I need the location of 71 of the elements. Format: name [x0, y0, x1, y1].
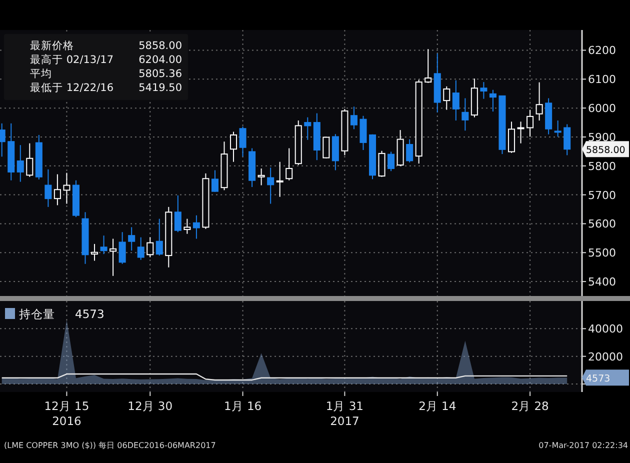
- candlestick: [239, 126, 246, 158]
- y-tick-label: 5500: [588, 246, 616, 260]
- candlestick: [211, 170, 218, 192]
- y-tick-label: 5700: [588, 188, 616, 202]
- candlestick: [267, 167, 274, 204]
- candlestick: [443, 86, 450, 110]
- candlestick: [526, 109, 534, 138]
- candlestick: [137, 236, 144, 260]
- candlestick: [156, 218, 163, 256]
- candlestick: [564, 124, 571, 156]
- text: 5858.00: [586, 145, 626, 156]
- candlestick: [332, 134, 339, 171]
- candlestick: [322, 136, 330, 159]
- candlestick: [184, 218, 191, 234]
- candlestick: [258, 168, 265, 186]
- candlestick: [100, 235, 108, 255]
- candlestick: [554, 120, 562, 138]
- candlestick: [276, 161, 284, 198]
- text: 最新价格: [30, 40, 74, 52]
- x-tick-label: 2月 28: [511, 399, 549, 413]
- y-tick-label: 6000: [588, 102, 616, 116]
- candlestick: [230, 131, 238, 162]
- y-tick-label: 6200: [588, 44, 616, 58]
- y-tick-label: 5600: [588, 218, 616, 231]
- candlestick: [146, 236, 154, 258]
- y-tick-label: 5800: [588, 160, 616, 173]
- candlestick: [388, 151, 395, 172]
- candlestick: [44, 168, 52, 208]
- text: 最低于 12/22/16 5419.50: [30, 82, 182, 94]
- candlestick: [286, 148, 293, 181]
- candlestick: [110, 238, 117, 276]
- candlestick: [63, 172, 70, 204]
- text: 4573: [586, 374, 610, 385]
- candlestick: [452, 80, 460, 121]
- candlestick: [128, 226, 136, 252]
- candlestick: [480, 82, 488, 100]
- candlestick: [192, 214, 200, 240]
- annotation: 4573: [75, 307, 104, 321]
- annotation: 5858.00: [138, 40, 182, 52]
- candlestick: [54, 174, 61, 206]
- text: (LME COPPER 3MO ($)) 每日 06DEC2016-06MAR2017: [4, 441, 216, 450]
- candlestick: [91, 243, 98, 262]
- candlestick: [16, 144, 24, 182]
- candlestick: [406, 138, 414, 163]
- y-tick-label: 6100: [588, 73, 616, 86]
- y-tick-label: 40000: [588, 322, 623, 336]
- text: 07-Mar-2017 02:22:34: [538, 441, 628, 450]
- candlestick: [304, 116, 312, 140]
- candlestick: [517, 121, 524, 144]
- candlestick: [360, 115, 367, 150]
- text: 平均 5805.36: [30, 68, 182, 80]
- candlestick: [489, 89, 496, 112]
- candlestick: [536, 82, 543, 121]
- candlestick: [424, 48, 432, 84]
- candlestick: [26, 142, 34, 178]
- candlestick: [378, 150, 386, 178]
- candlestick: [508, 121, 516, 154]
- x-tick-label: 12月 15 2016: [44, 399, 90, 428]
- x-tick-label: 12月 30: [128, 399, 173, 413]
- candlestick: [350, 106, 358, 130]
- y-tick-label: 20000: [588, 350, 623, 364]
- y-tick-label: 5400: [588, 276, 616, 289]
- candlestick: [462, 98, 469, 132]
- x-tick-label: 2月 14: [418, 399, 456, 413]
- x-tick-label: 1月 31 2017: [326, 399, 364, 428]
- text: 最高于 02/13/17 6204.00: [30, 54, 182, 66]
- x-tick-label: 1月 16: [224, 399, 262, 413]
- y-tick-label: 5900: [588, 130, 616, 144]
- candlestick: [174, 194, 182, 233]
- candlestick: [118, 232, 126, 264]
- legend-label: 持仓量: [19, 307, 55, 321]
